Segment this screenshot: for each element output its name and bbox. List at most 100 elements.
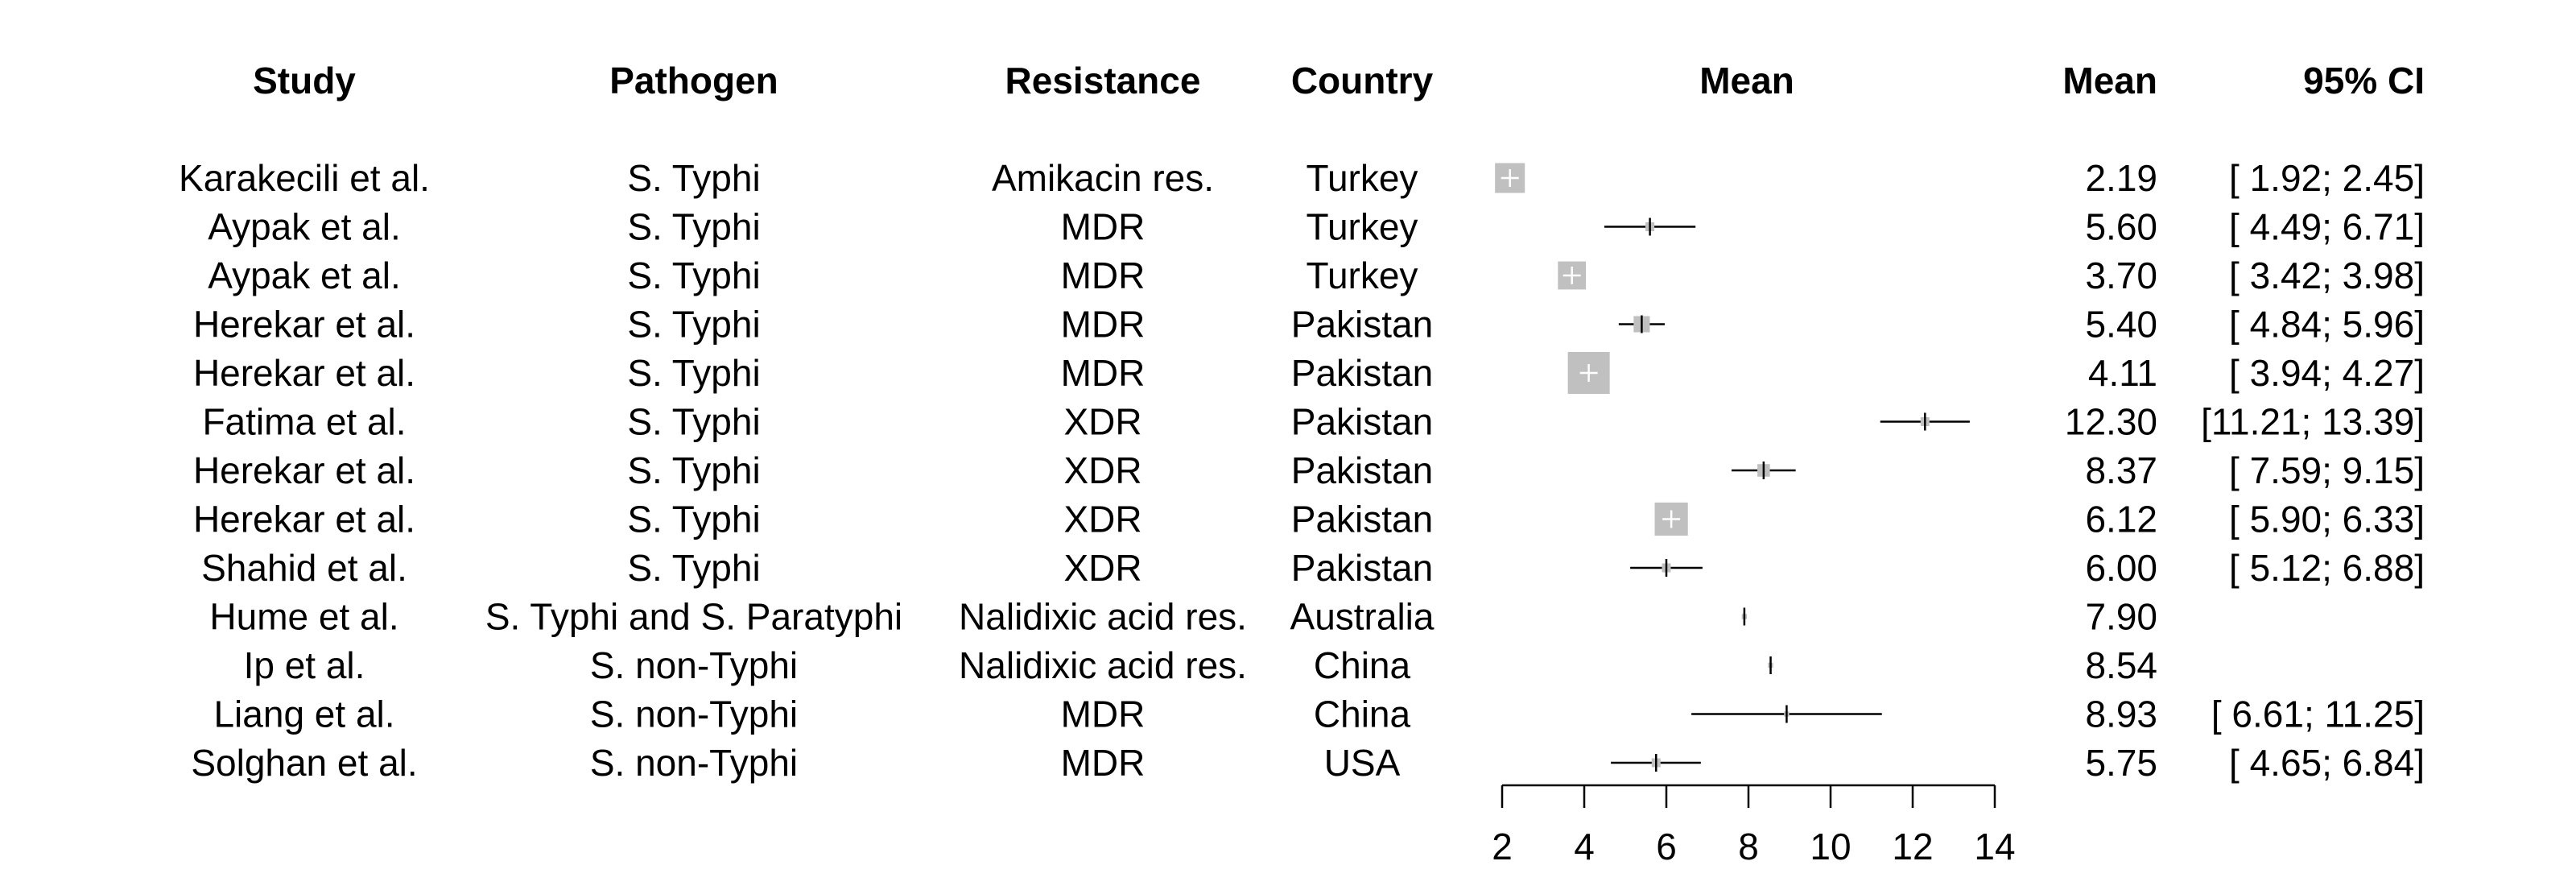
ci-value: [ 3.94; 4.27] <box>2229 352 2425 394</box>
table-row: Herekar et al. S. Typhi XDR Pakistan 8.37 [ 7… <box>193 449 2425 491</box>
table-row: Fatima et al. S. Typhi XDR Pakistan 12.30 [11… <box>202 401 2425 443</box>
mean-value: 6.00 <box>2085 547 2157 589</box>
resistance-label: XDR <box>1063 547 1141 589</box>
table-row: Aypak et al. S. Typhi MDR Turkey 3.70 [ 3.42;… <box>208 255 2425 296</box>
pathogen-label: S. non-Typhi <box>590 644 798 686</box>
x-tick-label: 8 <box>1738 826 1759 867</box>
country-label: Pakistan <box>1291 449 1433 491</box>
country-label: Pakistan <box>1291 352 1433 394</box>
country-label: Turkey <box>1307 206 1418 248</box>
table-row: Aypak et al. S. Typhi MDR Turkey 5.60 [ 4.49;… <box>208 206 2425 248</box>
x-tick-label: 4 <box>1574 826 1595 867</box>
study-label: Solghan et al. <box>191 742 417 784</box>
pathogen-label: S. non-Typhi <box>590 742 798 784</box>
pathogen-label: S. Typhi <box>627 499 760 540</box>
table-row: Solghan et al. S. non-Typhi MDR USA 5.75 [ 4.… <box>191 742 2425 784</box>
table-row: Karakecili et al. S. Typhi Amikacin res. Tu… <box>179 157 2425 199</box>
resistance-label: XDR <box>1063 401 1141 443</box>
resistance-label: XDR <box>1063 449 1141 491</box>
ci-value: [ 7.59; 9.15] <box>2229 449 2425 491</box>
mean-value: 7.90 <box>2085 596 2157 638</box>
study-rows: Karakecili et al. S. Typhi Amikacin res. Tu… <box>179 157 2425 784</box>
x-tick-label: 6 <box>1656 826 1677 867</box>
mean-value: 12.30 <box>2065 401 2157 443</box>
header-mean: Mean <box>2062 60 2157 101</box>
header-pathogen: Pathogen <box>609 60 778 101</box>
resistance-label: MDR <box>1061 206 1146 248</box>
header-study: Study <box>253 60 356 101</box>
mean-value: 5.40 <box>2085 304 2157 346</box>
ci-value: [11.21; 13.39] <box>2201 401 2425 443</box>
resistance-label: MDR <box>1061 304 1146 346</box>
pathogen-label: S. Typhi <box>627 206 760 248</box>
table-row: Herekar et al. S. Typhi XDR Pakistan 6.12 [ 5… <box>193 499 2425 540</box>
ci-value: [ 4.49; 6.71] <box>2229 206 2425 248</box>
country-label: Pakistan <box>1291 499 1433 540</box>
study-label: Karakecili et al. <box>179 157 430 199</box>
mean-value: 5.60 <box>2085 206 2157 248</box>
ci-value: [ 5.90; 6.33] <box>2229 499 2425 540</box>
resistance-label: MDR <box>1061 742 1146 784</box>
ci-value: [ 4.84; 5.96] <box>2229 304 2425 346</box>
country-label: Turkey <box>1307 255 1418 296</box>
pathogen-label: S. Typhi <box>627 401 760 443</box>
table-row: Herekar et al. S. Typhi MDR Pakistan 5.40 [ 4… <box>193 304 2425 346</box>
mean-value: 8.54 <box>2085 644 2157 686</box>
ci-value: [ 3.42; 3.98] <box>2229 255 2425 296</box>
mean-value: 4.11 <box>2088 352 2157 394</box>
column-headers: Study Pathogen Resistance Country Mean M… <box>253 60 2425 101</box>
mean-value: 6.12 <box>2085 499 2157 540</box>
pathogen-label: S. non-Typhi <box>590 693 798 735</box>
country-label: Turkey <box>1307 157 1418 199</box>
study-label: Hume et al. <box>209 596 398 638</box>
mean-value: 8.37 <box>2085 449 2157 491</box>
mean-value: 5.75 <box>2085 742 2157 784</box>
pathogen-label: S. Typhi and S. Paratyphi <box>485 596 902 638</box>
table-row: Liang et al. S. non-Typhi MDR China 8.93 [ 6.… <box>213 693 2425 735</box>
resistance-label: MDR <box>1061 352 1146 394</box>
country-label: Pakistan <box>1291 304 1433 346</box>
header-country: Country <box>1291 60 1434 101</box>
country-label: Pakistan <box>1291 401 1433 443</box>
ci-value: [ 5.12; 6.88] <box>2229 547 2425 589</box>
x-axis: 2 4 6 8 10 12 14 <box>1492 784 2016 867</box>
country-label: USA <box>1324 742 1401 784</box>
table-row: Hume et al. S. Typhi and S. Paratyphi Nali… <box>209 596 2157 638</box>
mean-value: 3.70 <box>2085 255 2157 296</box>
ci-value: [ 6.61; 11.25] <box>2211 693 2425 735</box>
study-label: Aypak et al. <box>208 206 401 248</box>
x-tick-label: 2 <box>1492 826 1513 867</box>
study-label: Herekar et al. <box>193 499 415 540</box>
study-label: Liang et al. <box>213 693 394 735</box>
study-label: Herekar et al. <box>193 352 415 394</box>
resistance-label: MDR <box>1061 255 1146 296</box>
pathogen-label: S. Typhi <box>627 352 760 394</box>
pathogen-label: S. Typhi <box>627 255 760 296</box>
table-row: Ip et al. S. non-Typhi Nalidixic acid res.… <box>244 644 2157 686</box>
study-label: Shahid et al. <box>201 547 407 589</box>
study-label: Fatima et al. <box>202 401 406 443</box>
ci-value: [ 4.65; 6.84] <box>2229 742 2425 784</box>
header-plot: Mean <box>1699 60 1794 101</box>
pathogen-label: S. Typhi <box>627 157 760 199</box>
study-label: Herekar et al. <box>193 449 415 491</box>
x-tick-label: 12 <box>1892 826 1933 867</box>
table-row: Herekar et al. S. Typhi MDR Pakistan 4.11 [ 3… <box>193 352 2425 394</box>
mean-value: 2.19 <box>2085 157 2157 199</box>
country-label: Australia <box>1290 596 1435 638</box>
country-label: China <box>1314 644 1411 686</box>
x-tick-label: 10 <box>1810 826 1851 867</box>
country-label: China <box>1314 693 1411 735</box>
table-row: Shahid et al. S. Typhi XDR Pakistan 6.00 [ 5.… <box>201 547 2425 589</box>
header-ci: 95% CI <box>2303 60 2425 101</box>
ci-value: [ 1.92; 2.45] <box>2229 157 2425 199</box>
resistance-label: XDR <box>1063 499 1141 540</box>
pathogen-label: S. Typhi <box>627 547 760 589</box>
resistance-label: Amikacin res. <box>992 157 1214 199</box>
pathogen-label: S. Typhi <box>627 449 760 491</box>
pathogen-label: S. Typhi <box>627 304 760 346</box>
x-tick-label: 14 <box>1974 826 2015 867</box>
mean-value: 8.93 <box>2085 693 2157 735</box>
plot-marks <box>1495 163 1970 772</box>
